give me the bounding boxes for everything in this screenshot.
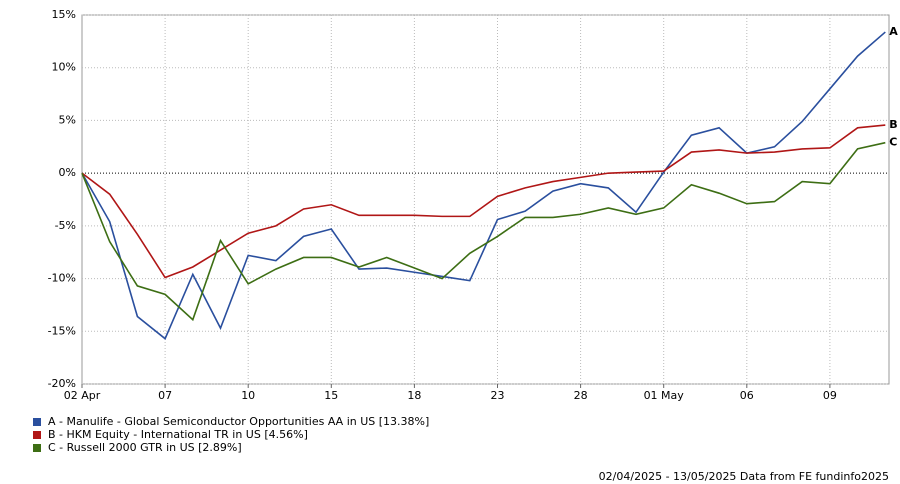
series-line	[81, 141, 886, 322]
y-tick-label: -10%	[48, 272, 76, 285]
y-tick-label: -5%	[55, 219, 76, 232]
legend-label: A - Manulife - Global Semiconductor Oppo…	[48, 415, 429, 428]
x-tick-label: 09	[823, 389, 837, 402]
plot-area	[81, 14, 890, 385]
x-tick-label: 23	[491, 389, 505, 402]
y-tick-label: 5%	[59, 113, 76, 126]
legend-label: C - Russell 2000 GTR in US [2.89%]	[48, 441, 242, 454]
end-label: C	[889, 136, 897, 149]
legend-swatch	[33, 444, 41, 452]
x-tick-label: 28	[574, 389, 588, 402]
y-tick-label: 0%	[59, 166, 76, 179]
end-label: A	[889, 25, 898, 38]
footer: 02/04/2025 - 13/05/2025 Data from FE fun…	[599, 470, 889, 483]
legend-swatch	[33, 418, 41, 426]
x-tick-label: 01 May	[644, 389, 685, 402]
x-tick-label: 18	[407, 389, 421, 402]
x-tick-label: 15	[324, 389, 338, 402]
y-tick-label: 15%	[52, 8, 76, 21]
legend-label: B - HKM Equity - International TR in US …	[48, 428, 308, 441]
y-tick-label: 10%	[52, 61, 76, 74]
x-tick-label: 10	[241, 389, 255, 402]
x-tick-label: 07	[158, 389, 172, 402]
y-tick-label: -15%	[48, 324, 76, 337]
y-tick-label: -20%	[48, 377, 76, 390]
end-label: B	[889, 118, 897, 131]
x-tick-label: 06	[740, 389, 754, 402]
series-line	[81, 124, 886, 279]
series-line	[81, 31, 886, 340]
x-tick-label: 02 Apr	[64, 389, 101, 402]
legend-swatch	[33, 431, 41, 439]
